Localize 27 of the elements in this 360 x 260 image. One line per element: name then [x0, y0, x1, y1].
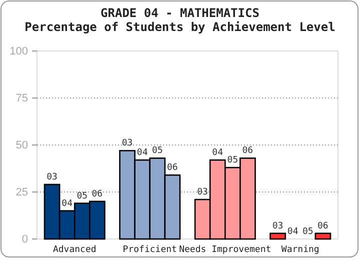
text: 06	[167, 163, 178, 174]
text: 06	[242, 146, 254, 156]
y-tick-label: 75	[16, 92, 28, 105]
chart-subtitle: Percentage of Students by Achievement Level	[24, 20, 336, 34]
text: 03	[272, 221, 284, 232]
y-tick-label: 0	[22, 234, 28, 246]
chart-title: GRADE 04 - MATHEMATICS	[100, 6, 260, 20]
x-tick-label: Warning	[281, 245, 320, 255]
series-label: 03	[46, 172, 58, 182]
text: 04	[212, 148, 224, 158]
y-tick-label: 100	[10, 46, 28, 58]
x-tick-label: Proficient	[122, 245, 177, 255]
x-tick-label: Advanced	[52, 245, 96, 255]
series-label: 06	[92, 189, 103, 200]
text: 03	[122, 138, 133, 149]
text: 05	[152, 146, 163, 156]
series-label: 04	[62, 198, 73, 209]
y-tick-label: 25	[16, 186, 28, 199]
text: 06	[318, 221, 328, 232]
x-tick-label: Needs Improvement	[179, 245, 272, 255]
text: 04	[136, 148, 148, 158]
text: 04	[287, 227, 298, 237]
text: 03	[197, 188, 208, 198]
text: 05	[227, 156, 238, 166]
y-tick-label: 50	[16, 140, 28, 152]
text: 05	[302, 227, 314, 237]
series-label: 05	[76, 191, 88, 202]
